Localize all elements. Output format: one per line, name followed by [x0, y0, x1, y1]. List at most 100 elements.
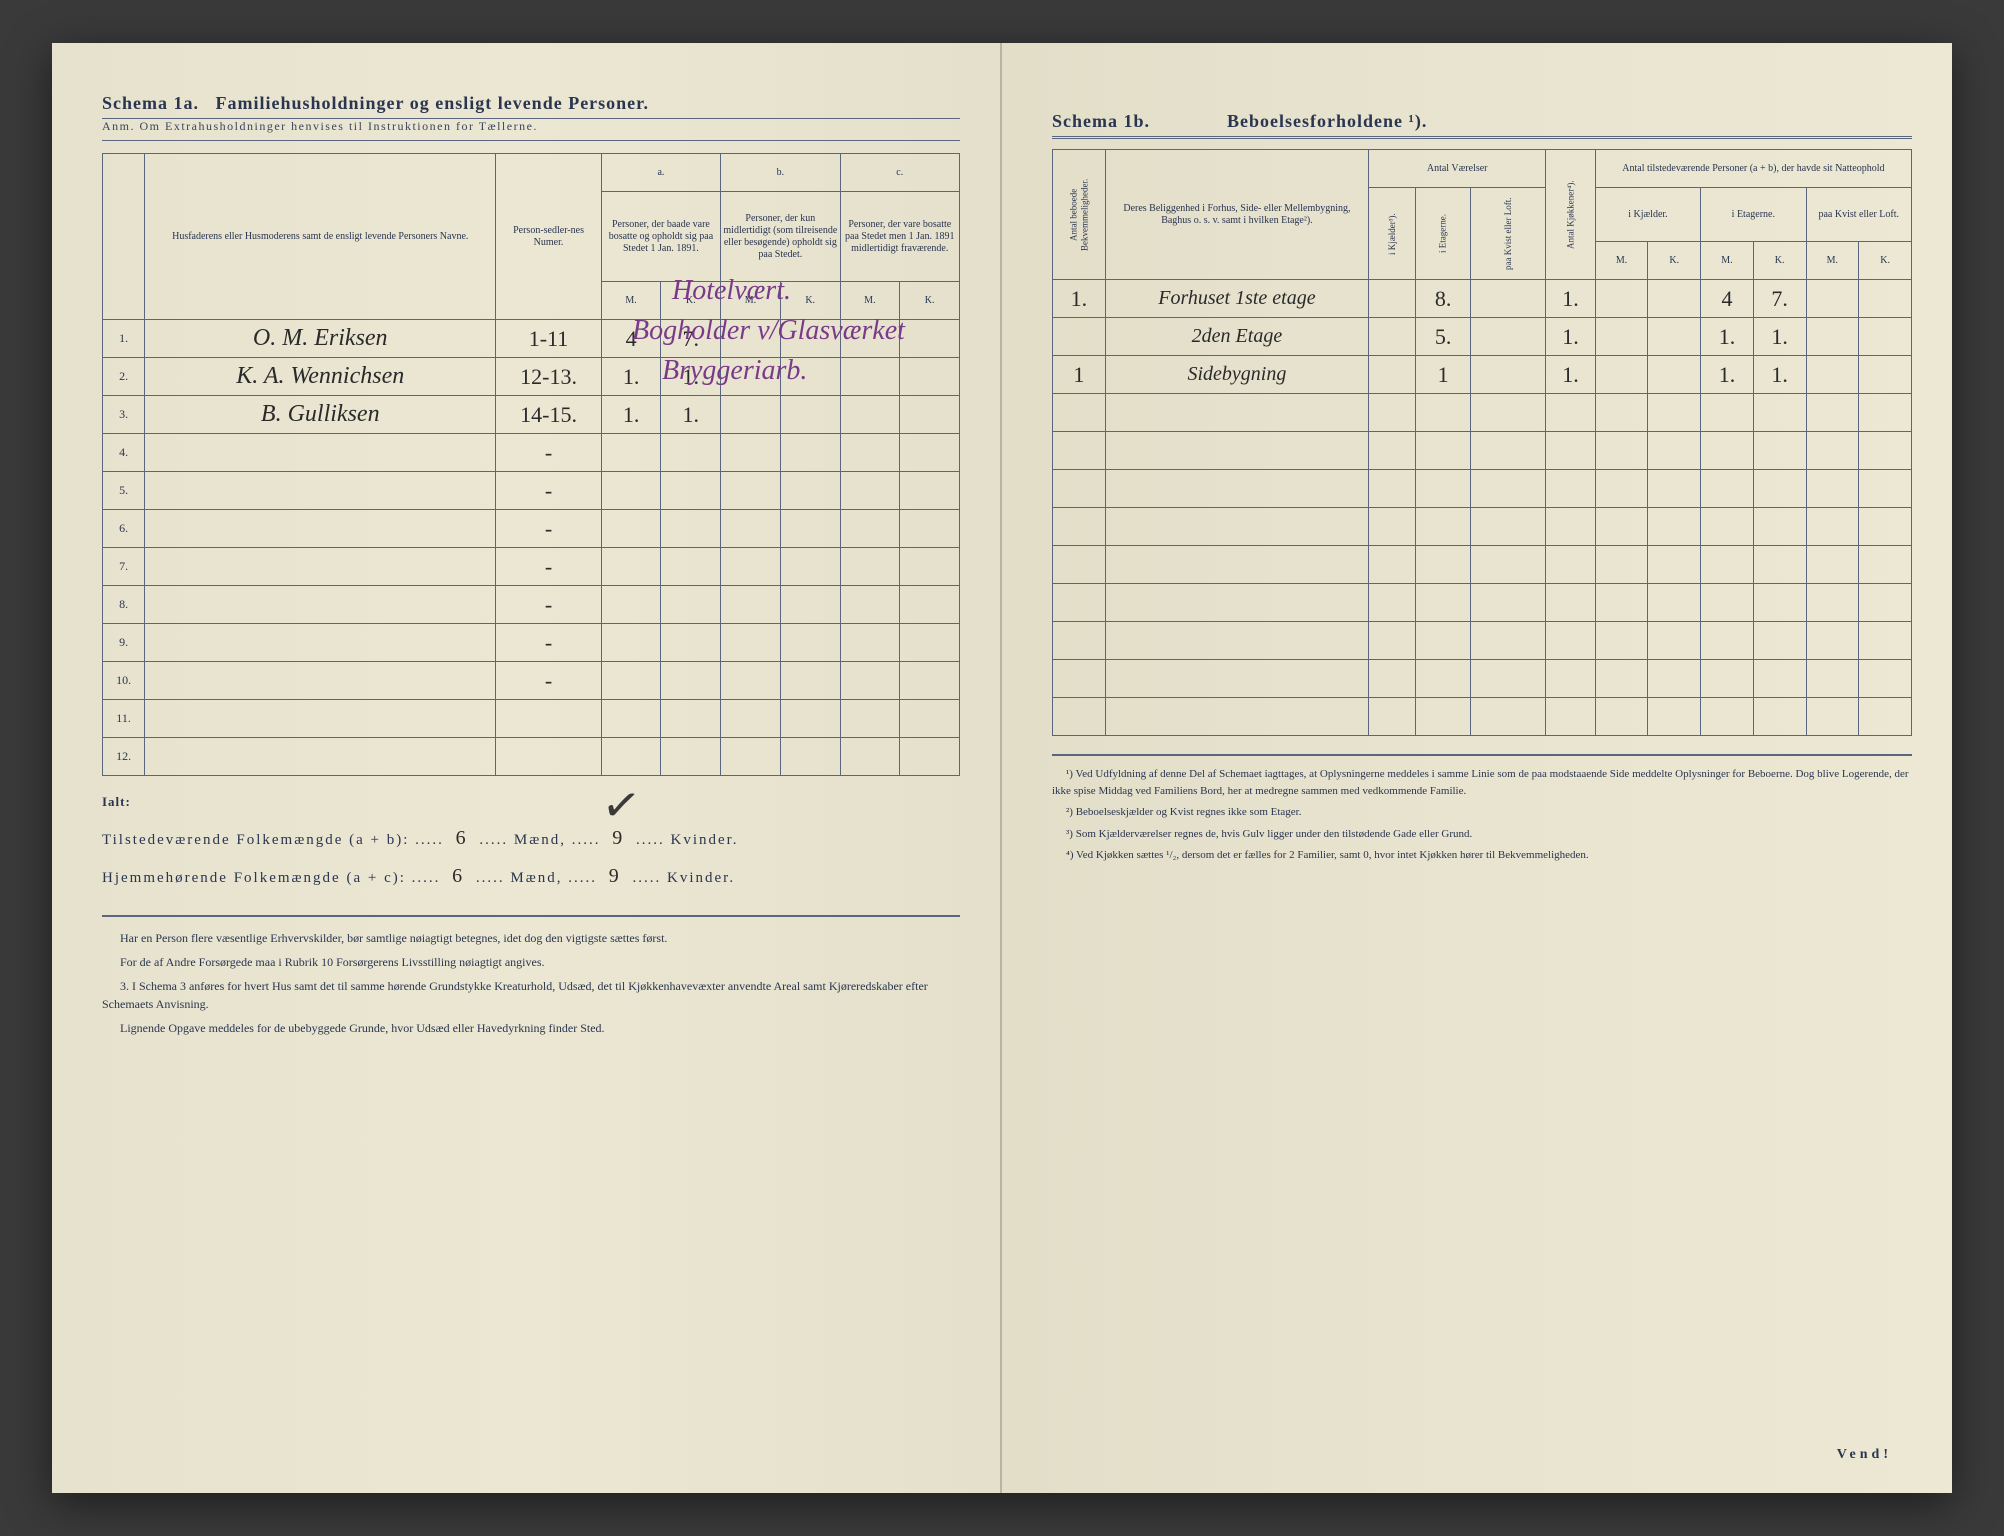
p-kv-m — [1806, 318, 1859, 356]
p-kj-m — [1595, 432, 1648, 470]
table-row — [1053, 660, 1912, 698]
beliggenhed — [1105, 622, 1369, 660]
b-m — [721, 738, 781, 776]
v-kjaelder — [1369, 394, 1416, 432]
p-et-k: 1. — [1753, 318, 1806, 356]
a-m — [601, 662, 661, 700]
bekv — [1053, 318, 1106, 356]
p-et-m — [1701, 622, 1754, 660]
fn1: ¹) Ved Udfyldning af denne Del af Schema… — [1052, 766, 1912, 799]
p-kv-k — [1859, 432, 1912, 470]
row-number: 5. — [103, 472, 145, 510]
row-number: 8. — [103, 586, 145, 624]
v-kvist — [1471, 584, 1546, 622]
b-m — [721, 358, 781, 396]
b-k — [780, 586, 840, 624]
kjokkener — [1546, 622, 1596, 660]
bekv — [1053, 394, 1106, 432]
a-k — [661, 700, 721, 738]
row-number: 9. — [103, 624, 145, 662]
p-kj-k — [1648, 546, 1701, 584]
a-k — [661, 434, 721, 472]
beliggenhed — [1105, 508, 1369, 546]
p-et-m — [1701, 508, 1754, 546]
person-numer: 12-13. — [496, 358, 601, 396]
col-name-header: Husfaderens eller Husmoderens samt de en… — [145, 154, 496, 320]
person-numer: - — [496, 434, 601, 472]
beliggenhed — [1105, 584, 1369, 622]
p-kv-m — [1806, 280, 1859, 318]
a-m — [601, 586, 661, 624]
v-kjaelder — [1369, 470, 1416, 508]
a-m — [601, 548, 661, 586]
a-m: 4 — [601, 320, 661, 358]
p-kv-k — [1859, 584, 1912, 622]
fn2: ²) Beboelseskjælder og Kvist regnes ikke… — [1052, 804, 1912, 821]
p-kv-k — [1859, 508, 1912, 546]
kjokkener — [1546, 584, 1596, 622]
p-kj-m — [1595, 280, 1648, 318]
c-m — [840, 548, 900, 586]
table-row: 7.- — [103, 548, 960, 586]
b-m — [721, 434, 781, 472]
p-kj-k — [1648, 318, 1701, 356]
p-et-k — [1753, 622, 1806, 660]
p-kv-k — [1859, 356, 1912, 394]
b-m — [721, 586, 781, 624]
v-etagerne — [1415, 698, 1471, 736]
person-name — [145, 586, 496, 624]
p-kv-m — [1806, 394, 1859, 432]
col-a-k: K. — [661, 282, 721, 320]
b-m — [721, 510, 781, 548]
b-k — [780, 358, 840, 396]
v-etagerne — [1415, 622, 1471, 660]
c-m — [840, 472, 900, 510]
bekv — [1053, 470, 1106, 508]
p-kv-m: M. — [1806, 242, 1859, 280]
c-m — [840, 396, 900, 434]
p-kj-k — [1648, 432, 1701, 470]
footer-p2: For de af Andre Forsørgede maa i Rubrik … — [102, 953, 960, 971]
beliggenhed: 2den Etage — [1105, 318, 1369, 356]
col-b-header: Personer, der kun midlertidigt (som tilr… — [721, 192, 840, 282]
p-kj-k — [1648, 622, 1701, 660]
schema-1b-label: Schema 1b. — [1052, 111, 1150, 131]
p-et-k — [1753, 394, 1806, 432]
p-kv-k — [1859, 470, 1912, 508]
b-m — [721, 396, 781, 434]
col-v-kjaelder: i Kjælder³). — [1369, 188, 1416, 280]
a-k — [661, 510, 721, 548]
a-m — [601, 434, 661, 472]
v-etagerne: 5. — [1415, 318, 1471, 356]
table-row — [1053, 470, 1912, 508]
b-m — [721, 472, 781, 510]
a-m — [601, 624, 661, 662]
v-kjaelder — [1369, 546, 1416, 584]
v-kvist — [1471, 660, 1546, 698]
footer-p1: Har en Person flere væsentlige Erhvervsk… — [102, 929, 960, 947]
v-etagerne — [1415, 508, 1471, 546]
row-number: 10. — [103, 662, 145, 700]
row-number: 11. — [103, 700, 145, 738]
person-name — [145, 662, 496, 700]
c-k — [900, 738, 960, 776]
tot2-m: 6 — [446, 865, 470, 887]
p-kj-k — [1648, 394, 1701, 432]
b-k — [780, 320, 840, 358]
p-kv-k — [1859, 660, 1912, 698]
p-et-k — [1753, 546, 1806, 584]
p-kv-m — [1806, 546, 1859, 584]
table-row — [1053, 432, 1912, 470]
v-kjaelder — [1369, 318, 1416, 356]
a-k: 7. — [661, 320, 721, 358]
left-page: Schema 1a. Familiehusholdninger og ensli… — [52, 43, 1002, 1493]
p-kv-k: K. — [1859, 242, 1912, 280]
v-etagerne — [1415, 394, 1471, 432]
kjokkener — [1546, 508, 1596, 546]
b-m — [721, 548, 781, 586]
v-etagerne — [1415, 660, 1471, 698]
c-m — [840, 510, 900, 548]
col-v-kvist: paa Kvist eller Loft. — [1471, 188, 1546, 280]
b-k — [780, 700, 840, 738]
person-numer: 14-15. — [496, 396, 601, 434]
